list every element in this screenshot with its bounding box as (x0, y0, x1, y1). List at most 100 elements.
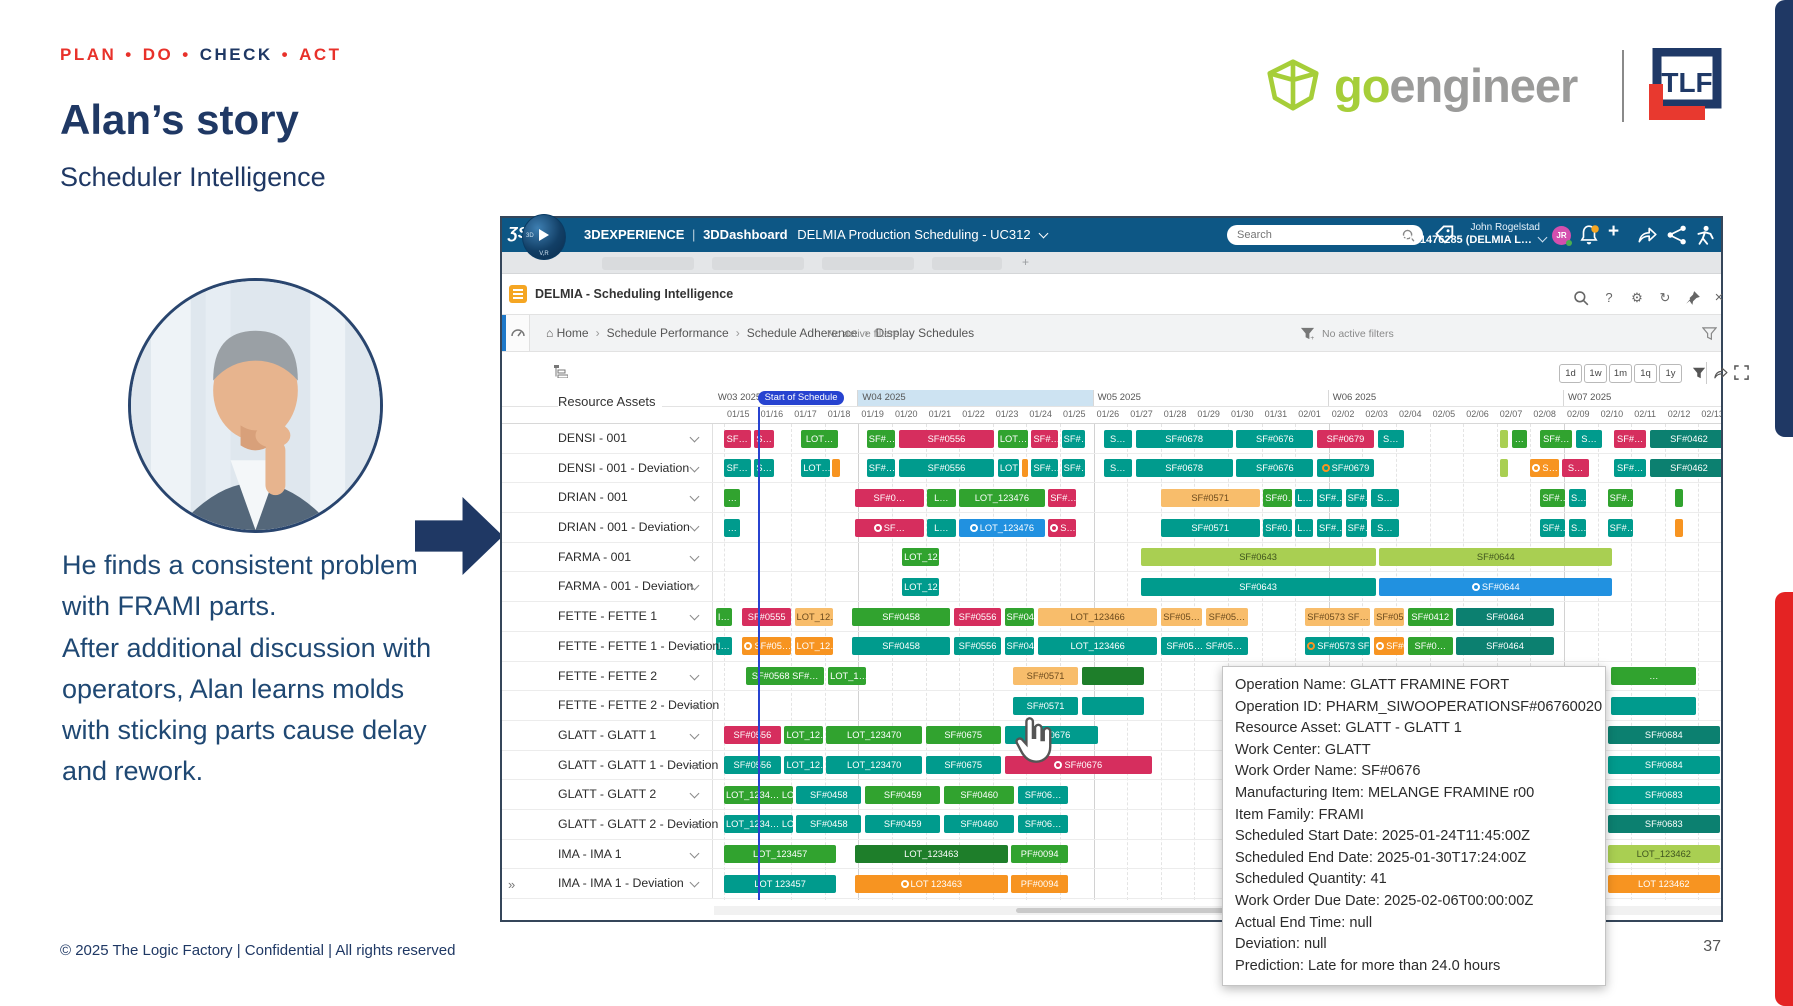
resource-row-label[interactable]: FARMA - 001 - Deviation (502, 572, 713, 602)
resource-row-label[interactable]: GLATT - GLATT 2 - Deviation (502, 809, 718, 839)
gantt-bar[interactable]: LOT_12… (902, 548, 939, 567)
breadcrumb-item[interactable]: Schedule Adherence (746, 326, 858, 340)
help-icon[interactable]: ? (1605, 290, 1613, 305)
gantt-bar[interactable]: SF#0676 (1236, 429, 1314, 448)
filter-icon[interactable] (1702, 326, 1717, 341)
gantt-bar[interactable]: SF#0556 (954, 607, 1001, 626)
gantt-bar[interactable]: SF#0679 (1317, 459, 1374, 478)
gantt-bar[interactable]: PF#0094 (1011, 874, 1069, 893)
browser-tab[interactable] (712, 257, 804, 270)
gantt-bar[interactable]: SF#05… SF#05… (1160, 637, 1248, 656)
gantt-bar[interactable]: S… (1530, 459, 1559, 478)
filter-icon[interactable] (1692, 366, 1706, 380)
collaboration-person-icon[interactable] (1694, 224, 1716, 246)
home-icon[interactable]: ⌂ (546, 326, 557, 340)
gantt-bar[interactable]: SF#0412 (1407, 607, 1453, 626)
chevron-down-icon[interactable] (689, 432, 700, 443)
gantt-bar[interactable]: S… (1103, 429, 1132, 448)
resource-row-label[interactable]: IMA - IMA 1 (502, 839, 713, 869)
gantt-bar[interactable]: SF#… (1031, 429, 1058, 448)
gantt-bar[interactable]: SF#06… (1018, 815, 1069, 834)
gantt-bar[interactable]: S… (1569, 488, 1586, 507)
gantt-bar[interactable]: SF#0684 (1607, 726, 1720, 745)
gantt-bar[interactable]: SF#… (1031, 459, 1058, 478)
close-icon[interactable]: × (1714, 289, 1724, 306)
gantt-bar[interactable]: SF#… (1614, 459, 1646, 478)
browser-tab[interactable] (932, 257, 1002, 270)
chevron-down-icon[interactable] (689, 521, 700, 532)
zoom-1y-button[interactable]: 1y (1659, 364, 1682, 383)
resource-row-label[interactable]: FARMA - 001 (502, 542, 713, 572)
gantt-bar[interactable] (1674, 488, 1683, 507)
gantt-bar[interactable]: SF#0460 (944, 785, 1015, 804)
chevron-down-icon[interactable] (689, 699, 700, 710)
gantt-bar[interactable]: SF#05… (1206, 607, 1248, 626)
resource-row-label[interactable]: DRIAN - 001 (502, 483, 713, 513)
gantt-bar[interactable]: L… (1295, 488, 1314, 507)
gantt-bar[interactable]: LOT_123470 (826, 726, 922, 745)
gantt-bar[interactable]: S… (1575, 429, 1603, 448)
horizontal-scrollbar[interactable] (714, 906, 1721, 915)
chevron-down-icon[interactable] (689, 759, 700, 770)
gantt-bar[interactable]: SF#0571 (1160, 488, 1260, 507)
chevron-down-icon[interactable] (689, 729, 700, 740)
gantt-bar[interactable]: SF#… (1540, 518, 1566, 537)
gantt-bar[interactable]: S… (1103, 459, 1132, 478)
chevron-down-icon[interactable] (689, 610, 700, 621)
gantt-bar[interactable]: SF#0678 (1135, 429, 1233, 448)
resource-row-label[interactable]: FETTE - FETTE 2 (502, 661, 713, 691)
resource-row-label[interactable]: GLATT - GLATT 1 (502, 720, 713, 750)
gantt-bar[interactable]: SF#… (1607, 518, 1633, 537)
gantt-bar[interactable]: I… (715, 607, 733, 626)
gantt-bar[interactable]: SF#0459 (1004, 637, 1035, 656)
gantt-bar[interactable]: SF#0459 (865, 785, 941, 804)
gantt-bar[interactable]: SF#0460 (944, 815, 1015, 834)
breadcrumb-item[interactable]: Home (556, 326, 589, 340)
gantt-bar[interactable]: SF#0571 (1012, 667, 1079, 685)
gantt-bar[interactable]: SF#0458 (851, 607, 951, 626)
gantt-bar[interactable]: LOT_123457 (724, 845, 837, 864)
chevron-down-icon[interactable] (689, 491, 700, 502)
gantt-bar[interactable] (1081, 696, 1144, 715)
gantt-bar[interactable]: S… (1370, 518, 1400, 537)
gantt-bar[interactable]: … (724, 518, 741, 537)
gantt-bar[interactable]: SF#0459 (1004, 607, 1035, 626)
filter-add-icon[interactable]: + (1300, 326, 1315, 341)
gantt-bar[interactable]: SF#0464 (1456, 607, 1554, 626)
resource-row-label[interactable]: FETTE - FETTE 1 (502, 602, 713, 631)
gear-icon[interactable]: ⚙ (1631, 290, 1643, 305)
gantt-bar[interactable]: SF#0675 (925, 756, 1001, 775)
user-context[interactable]: #1 - R1132101476285 (DELMIA L… (1350, 232, 1548, 246)
gantt-bar[interactable]: SF#0458 (851, 637, 951, 656)
avatar[interactable]: JR (1552, 226, 1572, 246)
gantt-bar[interactable]: SF#0556 (724, 756, 781, 775)
gantt-bar[interactable]: LOT_123463 (855, 845, 1008, 864)
gantt-bar[interactable]: SF#0683 (1607, 785, 1720, 804)
gantt-bar[interactable]: LOT_123462 (1607, 845, 1720, 864)
gantt-bar[interactable]: … (1511, 429, 1527, 448)
gantt-bar[interactable]: SF#0459 (865, 815, 941, 834)
gantt-bar[interactable]: LOT_12… (794, 637, 833, 656)
gantt-bar[interactable]: S… (1377, 429, 1405, 448)
resource-row-label[interactable]: GLATT - GLATT 2 (502, 780, 713, 809)
resource-row-label[interactable]: FETTE - FETTE 1 - Deviation (502, 631, 719, 661)
gantt-bar[interactable]: SF#… (1061, 429, 1085, 448)
gantt-bar[interactable]: LOT_12… (784, 756, 823, 775)
gantt-bar[interactable]: LOT_123476 (959, 488, 1045, 507)
gantt-bar[interactable] (1674, 518, 1683, 537)
add-tab-icon[interactable]: + (1022, 255, 1030, 269)
gantt-bar[interactable]: SF#0679 (1317, 429, 1374, 448)
breadcrumb-item[interactable]: Schedule Performance (606, 326, 729, 340)
gantt-bar[interactable]: LOT_12… (794, 607, 833, 626)
gantt-bar[interactable]: LOT 123462 (1607, 874, 1720, 893)
gantt-bar[interactable]: SF#0462 (1649, 459, 1721, 478)
gantt-bar[interactable]: SF#… (866, 459, 896, 478)
gantt-bar[interactable]: SF#05… (1160, 607, 1203, 626)
gantt-bar[interactable] (1081, 667, 1144, 685)
gantt-bar[interactable]: S… (1562, 459, 1589, 478)
gantt-bar[interactable]: LOT_12… (902, 577, 939, 596)
chevron-down-icon[interactable] (689, 848, 700, 859)
gantt-bar[interactable]: SF#… (1345, 518, 1368, 537)
browser-tab[interactable] (602, 257, 694, 270)
zoom-1m-button[interactable]: 1m (1609, 364, 1632, 383)
